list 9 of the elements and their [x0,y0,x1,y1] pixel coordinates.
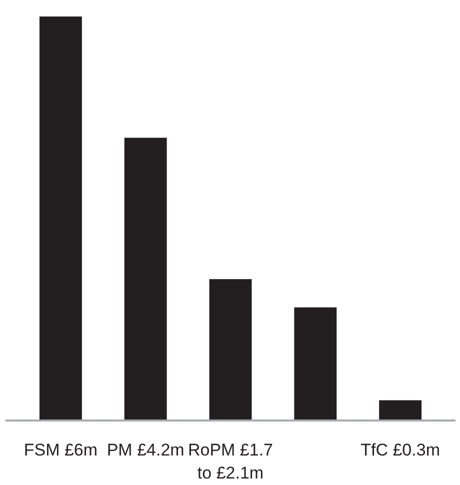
x-tick-label: RoPM £1.7 to £2.1m [188,440,274,482]
x-tick-label: PM £4.2m [106,440,184,460]
bar [209,279,252,420]
bar [39,16,82,420]
x-tick-label: FSM £6m [24,440,98,460]
bar [379,400,422,420]
bar [294,307,337,420]
x-tick-label: TfC £0.3m [360,440,440,460]
bar [124,138,167,420]
